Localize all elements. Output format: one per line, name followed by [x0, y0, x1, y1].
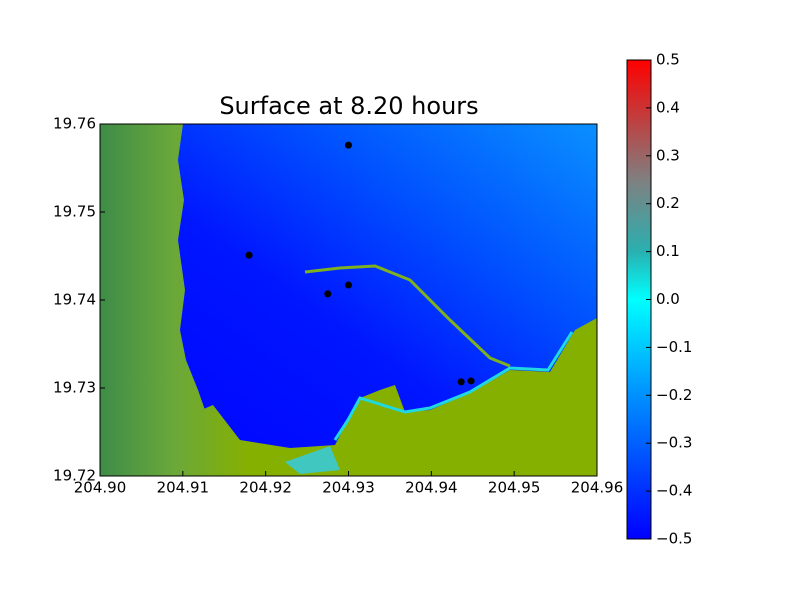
- x-tick-label: 204.95: [488, 479, 541, 497]
- shallows: [285, 446, 340, 474]
- gauge-point: [324, 290, 332, 298]
- colorbar-tick-label: −0.5: [656, 530, 692, 548]
- y-tick-label: 19.72: [53, 467, 96, 485]
- x-tick-label: 204.90: [74, 479, 127, 497]
- colorbar-tick-label: 0.0: [656, 290, 680, 308]
- colorbar-tick-label: 0.4: [656, 98, 680, 116]
- gauge-point: [345, 141, 352, 149]
- x-tick-label: 204.96: [571, 479, 624, 497]
- colorbar-tick-label: −0.2: [656, 386, 692, 404]
- y-tick-label: 19.76: [53, 115, 96, 133]
- colorbar-tick-label: −0.4: [656, 482, 692, 500]
- colorbar-tick-label: −0.3: [656, 434, 692, 452]
- y-tick-label: 19.74: [53, 291, 96, 309]
- x-tick-label: 204.93: [322, 479, 375, 497]
- gauge-point: [457, 378, 465, 386]
- colorbar-tick-label: 0.3: [656, 146, 680, 164]
- y-tick-label: 19.75: [53, 203, 96, 221]
- x-tick-label: 204.92: [239, 479, 292, 497]
- gauge-point: [467, 377, 475, 385]
- chart-title: Surface at 8.20 hours: [219, 92, 478, 120]
- x-tick-label: 204.94: [405, 479, 458, 497]
- colorbar-tick-label: 0.5: [656, 51, 680, 69]
- map: [100, 124, 597, 476]
- reef-edge: [333, 331, 574, 441]
- gauge-point: [245, 251, 253, 259]
- colorbar-tick-label: −0.1: [656, 338, 692, 356]
- gauge-point: [345, 281, 352, 289]
- colorbar-tick-label: 0.2: [656, 194, 680, 212]
- x-tick-label: 204.91: [157, 479, 210, 497]
- y-tick-label: 19.73: [53, 379, 96, 397]
- colorbar-tick-label: 0.1: [656, 242, 680, 260]
- land: [100, 124, 597, 476]
- sandbar: [304, 264, 511, 368]
